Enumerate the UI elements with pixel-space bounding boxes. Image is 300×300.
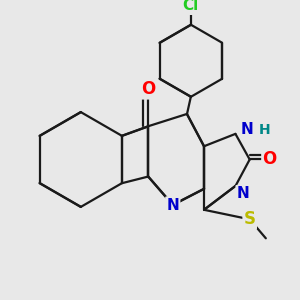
Text: N: N [241, 122, 253, 136]
Text: Cl: Cl [183, 0, 199, 13]
Text: N: N [167, 198, 179, 213]
Text: S: S [244, 210, 256, 228]
Text: N: N [237, 186, 249, 201]
Text: H: H [259, 123, 271, 137]
Text: O: O [262, 151, 277, 169]
Text: O: O [141, 80, 155, 98]
